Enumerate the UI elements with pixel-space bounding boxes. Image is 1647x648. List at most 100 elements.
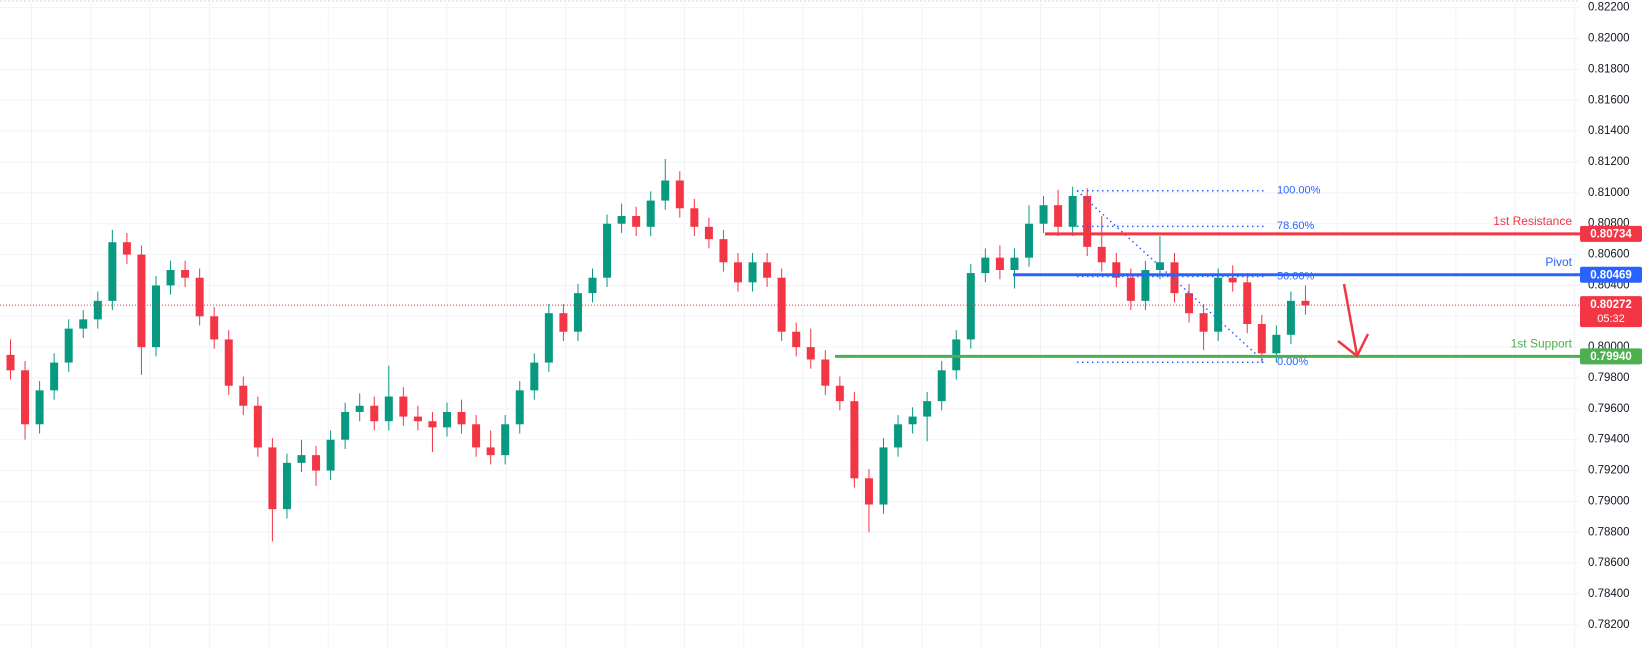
candle-body — [6, 354, 15, 371]
candle-body — [210, 316, 219, 340]
candle-body — [443, 411, 451, 428]
candle-body — [1185, 293, 1194, 314]
price-box-label: 0.80469 — [1590, 269, 1632, 281]
candle-body — [806, 347, 815, 360]
candle-body — [966, 273, 975, 340]
candle-body — [472, 424, 481, 448]
candle-body — [239, 385, 248, 406]
candle-body — [1257, 324, 1266, 354]
candle-body — [341, 411, 350, 440]
level-name: 1st Support — [1511, 337, 1573, 351]
candle-body — [195, 277, 204, 317]
candle-body — [923, 401, 932, 417]
candle-body — [879, 447, 888, 505]
candle-body — [908, 416, 917, 425]
candle-body — [486, 447, 495, 456]
candle-body — [1199, 313, 1208, 332]
y-tick-label: 0.79400 — [1588, 434, 1630, 446]
candle-body — [428, 421, 437, 428]
candle-body — [588, 277, 597, 294]
price-box — [1580, 225, 1642, 242]
candle-body — [1097, 246, 1106, 263]
candle-body — [952, 339, 961, 371]
candle-body — [1083, 195, 1092, 247]
candle-body — [1068, 195, 1077, 227]
candle-body — [515, 390, 524, 425]
candle-body — [573, 293, 582, 332]
candle-body — [501, 424, 510, 456]
candle-body — [937, 370, 946, 402]
candle-body — [1126, 277, 1135, 301]
candle-body — [457, 411, 466, 425]
level-name: 1st Resistance — [1493, 214, 1572, 228]
y-tick-label: 0.81400 — [1588, 125, 1630, 137]
y-tick-label: 0.81800 — [1588, 63, 1630, 75]
current-price-label: 0.80272 — [1590, 299, 1632, 311]
candle-body — [734, 262, 742, 283]
candle-body — [777, 277, 786, 332]
candle-body — [35, 390, 44, 425]
candle-body — [312, 455, 321, 471]
candle-body — [1228, 277, 1237, 283]
price-box-label: 0.80734 — [1590, 228, 1632, 240]
candle-body — [268, 447, 277, 510]
y-tick-label: 0.78400 — [1588, 588, 1630, 600]
fib-label: 78.60% — [1277, 220, 1315, 232]
candle-body — [1155, 262, 1164, 270]
candle-body — [719, 239, 728, 263]
candle-body — [1010, 257, 1019, 270]
candle-body — [864, 478, 873, 505]
candle-body — [122, 242, 131, 255]
candle-body — [282, 462, 291, 510]
candle-body — [1054, 205, 1063, 227]
fib-label: 50.00% — [1277, 270, 1315, 282]
y-tick-label: 0.81200 — [1588, 156, 1630, 168]
candle-body — [1301, 300, 1310, 306]
y-tick-label: 0.81600 — [1588, 94, 1630, 106]
candle-body — [370, 405, 379, 422]
candle-body — [1243, 282, 1252, 324]
candle-body — [894, 424, 903, 448]
candle-body — [559, 313, 568, 332]
candle-body — [166, 270, 175, 286]
candle-body — [981, 257, 990, 274]
candle-body — [326, 439, 335, 471]
candle-body — [253, 405, 262, 448]
candle-body — [1141, 270, 1150, 301]
candle-body — [632, 216, 641, 227]
candle-body — [1170, 262, 1179, 294]
y-tick-label: 0.80600 — [1588, 249, 1630, 261]
y-tick-label: 0.79800 — [1588, 372, 1630, 384]
level-name: Pivot — [1545, 255, 1572, 269]
price-box — [1580, 266, 1642, 283]
candle-body — [617, 216, 626, 224]
candle-body — [850, 401, 859, 479]
y-tick-label: 0.81000 — [1588, 187, 1630, 199]
candle-body — [152, 285, 160, 348]
arrow-head — [1337, 333, 1370, 358]
candle-body — [1039, 205, 1048, 224]
candle-body — [792, 331, 801, 348]
fib-label: 100.00% — [1277, 185, 1321, 197]
candle-body — [1286, 300, 1295, 335]
candle-body — [704, 226, 713, 240]
arrow-shaft — [1342, 283, 1359, 356]
candle-body — [821, 359, 830, 386]
candle-body — [384, 396, 393, 422]
countdown: 05:32 — [1597, 313, 1625, 325]
candle-body — [224, 339, 233, 386]
candle-body — [137, 254, 146, 348]
price-box-label: 0.79940 — [1590, 351, 1632, 363]
candle-body — [21, 370, 30, 425]
candle-body — [544, 313, 553, 363]
y-tick-label: 0.79000 — [1588, 495, 1630, 507]
y-tick-label: 0.78600 — [1588, 557, 1630, 569]
candle-body — [108, 242, 117, 301]
candle-body — [64, 328, 73, 363]
fib-label: 0.00% — [1277, 356, 1308, 368]
candle-body — [355, 405, 364, 412]
candle-body — [79, 319, 88, 329]
y-tick-label: 0.79200 — [1588, 465, 1630, 477]
